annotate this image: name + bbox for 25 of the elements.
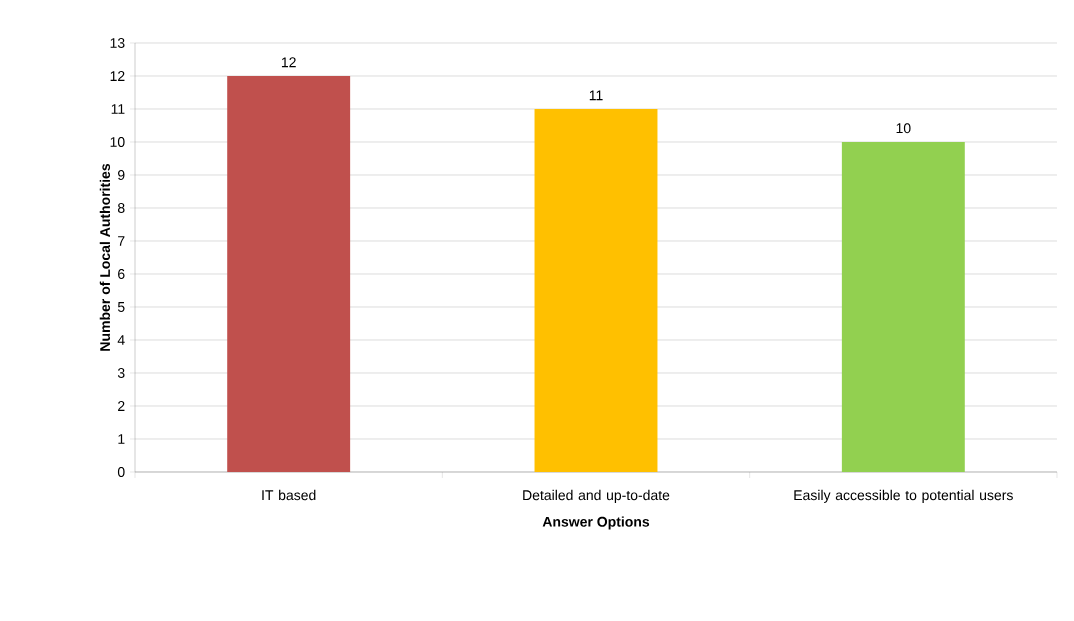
y-tick-label: 6 [118, 269, 125, 279]
y-tick-label: 10 [110, 137, 125, 147]
y-tick-label: 12 [110, 71, 125, 81]
y-tick-label: 8 [117, 203, 125, 213]
x-tick-label: Detailed and up-to-date [523, 489, 670, 503]
y-tick-label: 1 [118, 434, 125, 444]
bar [534, 108, 658, 472]
x-axis-title: Answer Options [542, 516, 650, 530]
y-axis-title: Number of Local Authorities [99, 163, 111, 351]
y-tick-label: 4 [117, 335, 125, 345]
x-tick-label: IT based [262, 489, 316, 501]
y-tick-label: 13 [110, 38, 125, 48]
x-tick-label: Easily accessible to potential users [794, 489, 1013, 503]
y-tick-label: 3 [117, 368, 125, 378]
y-tick-label: 2 [118, 401, 125, 411]
y-tick-label: 0 [117, 467, 125, 477]
data-label: 10 [896, 123, 911, 134]
data-label: 11 [589, 90, 603, 101]
bar [841, 141, 965, 472]
bar [227, 75, 351, 472]
y-tick-label: 9 [118, 170, 125, 180]
y-tick-label: 7 [118, 236, 125, 246]
y-tick-label: 5 [117, 302, 125, 312]
y-tick-label: 11 [111, 104, 125, 114]
data-label: 12 [281, 57, 296, 68]
